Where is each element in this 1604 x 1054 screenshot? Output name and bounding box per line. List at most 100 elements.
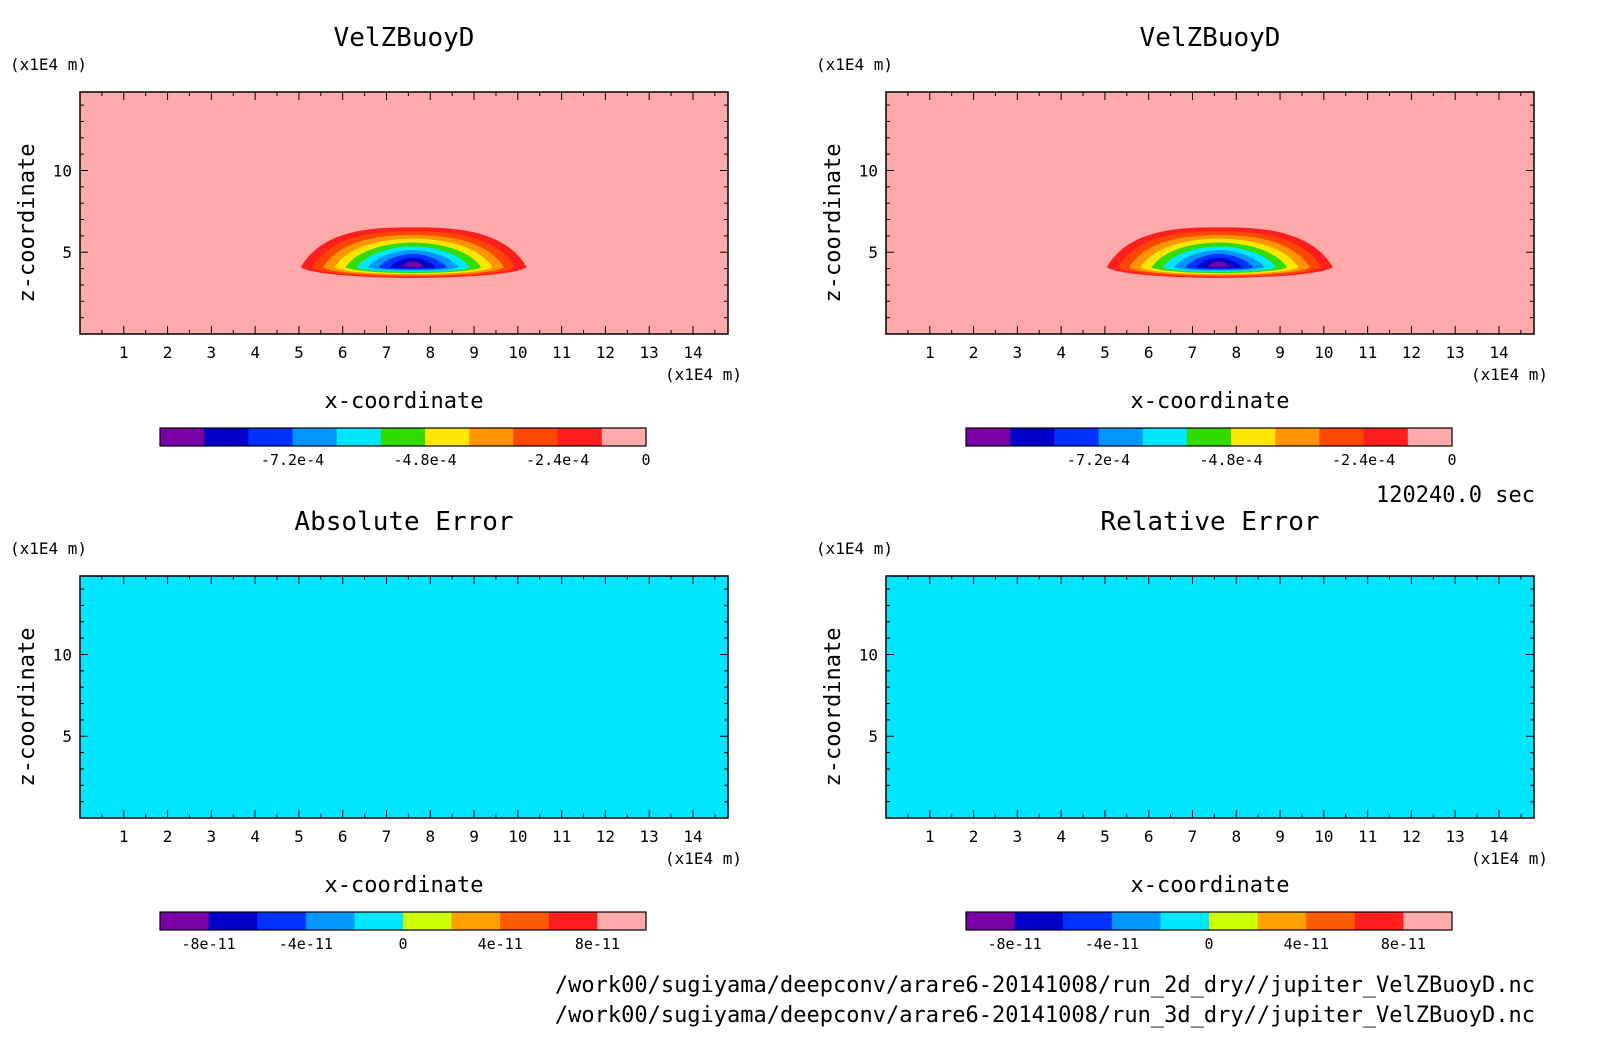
x-tick-label: 2	[163, 827, 173, 846]
file-path-2d: /work00/sugiyama/deepconv/arare6-2014100…	[555, 973, 1535, 998]
x-tick-label: 5	[1100, 827, 1110, 846]
y-axis-label: z-coordinate	[15, 144, 40, 303]
colorbar: -7.2e-4 -4.8e-4 -2.4e-4 0	[159, 427, 651, 469]
x-tick-label: 8	[425, 827, 435, 846]
x-axis-label: x-coordinate	[1131, 873, 1290, 898]
updraft-contours	[300, 227, 527, 278]
colorbar-swatch	[500, 912, 550, 930]
colorbar: -8e-11 -4e-11 0 4e-11 8e-11	[159, 911, 647, 953]
colorbar-tick-label: -2.4e-4	[526, 451, 589, 469]
y-unit-label: (x1E4 m)	[816, 539, 893, 558]
x-tick-label: 1	[925, 827, 935, 846]
x-tick-label: 14	[1489, 827, 1508, 846]
x-tick-label: 12	[596, 827, 615, 846]
x-tick-label: 12	[1402, 343, 1421, 362]
colorbar-tick-label: -7.2e-4	[261, 451, 324, 469]
colorbar-tick-label: 4e-11	[1284, 935, 1329, 953]
x-tick-label: 3	[1013, 827, 1023, 846]
colorbar-frame	[965, 911, 1453, 931]
y-tick-label: 5	[62, 243, 72, 262]
colorbar-tick-label: 0	[1447, 451, 1456, 469]
x-tick-label: 8	[1231, 343, 1241, 362]
plot-frame	[79, 575, 729, 819]
colorbar-swatch	[403, 912, 453, 930]
colorbar-swatch	[451, 912, 501, 930]
x-unit-label: (x1E4 m)	[665, 849, 742, 868]
x-tick-label: 5	[294, 827, 304, 846]
colorbar-swatch	[204, 428, 249, 446]
colorbar-swatch	[1363, 428, 1409, 446]
y-axis-label: z-coordinate	[15, 628, 40, 787]
colorbar-swatch	[1231, 428, 1276, 446]
y-unit-label: (x1E4 m)	[816, 55, 893, 74]
x-tick-label: 6	[338, 827, 348, 846]
plot-frame	[79, 91, 729, 335]
colorbar-swatch	[1111, 912, 1161, 930]
x-tick-label: 11	[552, 827, 571, 846]
colorbar-swatch	[160, 912, 210, 930]
panel-1: VelZBuoyD(x1E4 m)1 2 3 4 5 6 7 8 9 10 11 12 13 14510(…	[10, 23, 742, 469]
x-tick-label: 9	[469, 827, 479, 846]
x-tick-label: 13	[640, 343, 659, 362]
contour-level-10	[1207, 261, 1231, 268]
colorbar-tick-label: -4e-11	[279, 935, 333, 953]
colorbar-swatch	[305, 912, 355, 930]
colorbar-swatch	[1063, 912, 1113, 930]
x-tick-label: 9	[1275, 827, 1285, 846]
panel-4: Relative Error(x1E4 m)1 2 3 4 5 6 7 8 9 10 11 12 13 1…	[816, 507, 1548, 953]
x-tick-label: 7	[1188, 343, 1198, 362]
plot-frame	[885, 91, 1535, 335]
colorbar-swatch	[1186, 428, 1232, 446]
x-tick-label: 10	[1314, 343, 1333, 362]
colorbar-frame	[159, 427, 647, 447]
x-tick-label: 3	[207, 827, 217, 846]
x-tick-label: 7	[1188, 827, 1198, 846]
x-tick-label: 13	[1446, 827, 1465, 846]
colorbar-swatch	[966, 912, 1016, 930]
x-tick-label: 12	[1402, 827, 1421, 846]
colorbar-swatch	[1014, 912, 1064, 930]
x-axis-label: x-coordinate	[325, 389, 484, 414]
y-axis-label: z-coordinate	[821, 628, 846, 787]
colorbar-swatch	[1142, 428, 1188, 446]
colorbar-swatch	[469, 428, 514, 446]
time-label: 120240.0 sec	[1376, 483, 1535, 508]
colorbar-frame	[965, 427, 1453, 447]
colorbar-tick-label: 0	[641, 451, 650, 469]
x-tick-label: 2	[969, 343, 979, 362]
colorbar-tick-label: -4.8e-4	[1199, 451, 1262, 469]
panel-title: VelZBuoyD	[334, 23, 475, 53]
colorbar-tick-label: 8e-11	[575, 935, 620, 953]
x-tick-label: 2	[163, 343, 173, 362]
colorbar-swatch	[1407, 428, 1453, 446]
panel-title: VelZBuoyD	[1140, 23, 1281, 53]
x-tick-label: 7	[382, 827, 392, 846]
colorbar-swatch	[1275, 428, 1320, 446]
colorbar-swatch	[1160, 912, 1210, 930]
colorbar-swatch	[160, 428, 205, 446]
panel-title: Absolute Error	[294, 507, 513, 537]
x-axis-label: x-coordinate	[325, 873, 484, 898]
y-axis-label: z-coordinate	[821, 144, 846, 303]
x-tick-label: 3	[207, 343, 217, 362]
colorbar-tick-label: 8e-11	[1381, 935, 1426, 953]
colorbar-swatch	[257, 912, 307, 930]
x-tick-label: 13	[640, 827, 659, 846]
x-tick-label: 7	[382, 343, 392, 362]
colorbar-tick-label: -4e-11	[1085, 935, 1139, 953]
colorbar-swatch	[1403, 912, 1453, 930]
y-tick-label: 10	[859, 161, 878, 180]
x-unit-label: (x1E4 m)	[1471, 849, 1548, 868]
colorbar-frame	[159, 911, 647, 931]
x-tick-label: 8	[425, 343, 435, 362]
colorbar-swatch	[548, 912, 598, 930]
colorbar-swatch	[248, 428, 294, 446]
y-tick-label: 10	[53, 161, 72, 180]
colorbar-tick-label: 0	[398, 935, 407, 953]
colorbar-tick-label: -2.4e-4	[1332, 451, 1395, 469]
colorbar-swatch	[208, 912, 258, 930]
x-tick-label: 9	[1275, 343, 1285, 362]
x-tick-label: 5	[294, 343, 304, 362]
colorbar-swatch	[354, 912, 404, 930]
